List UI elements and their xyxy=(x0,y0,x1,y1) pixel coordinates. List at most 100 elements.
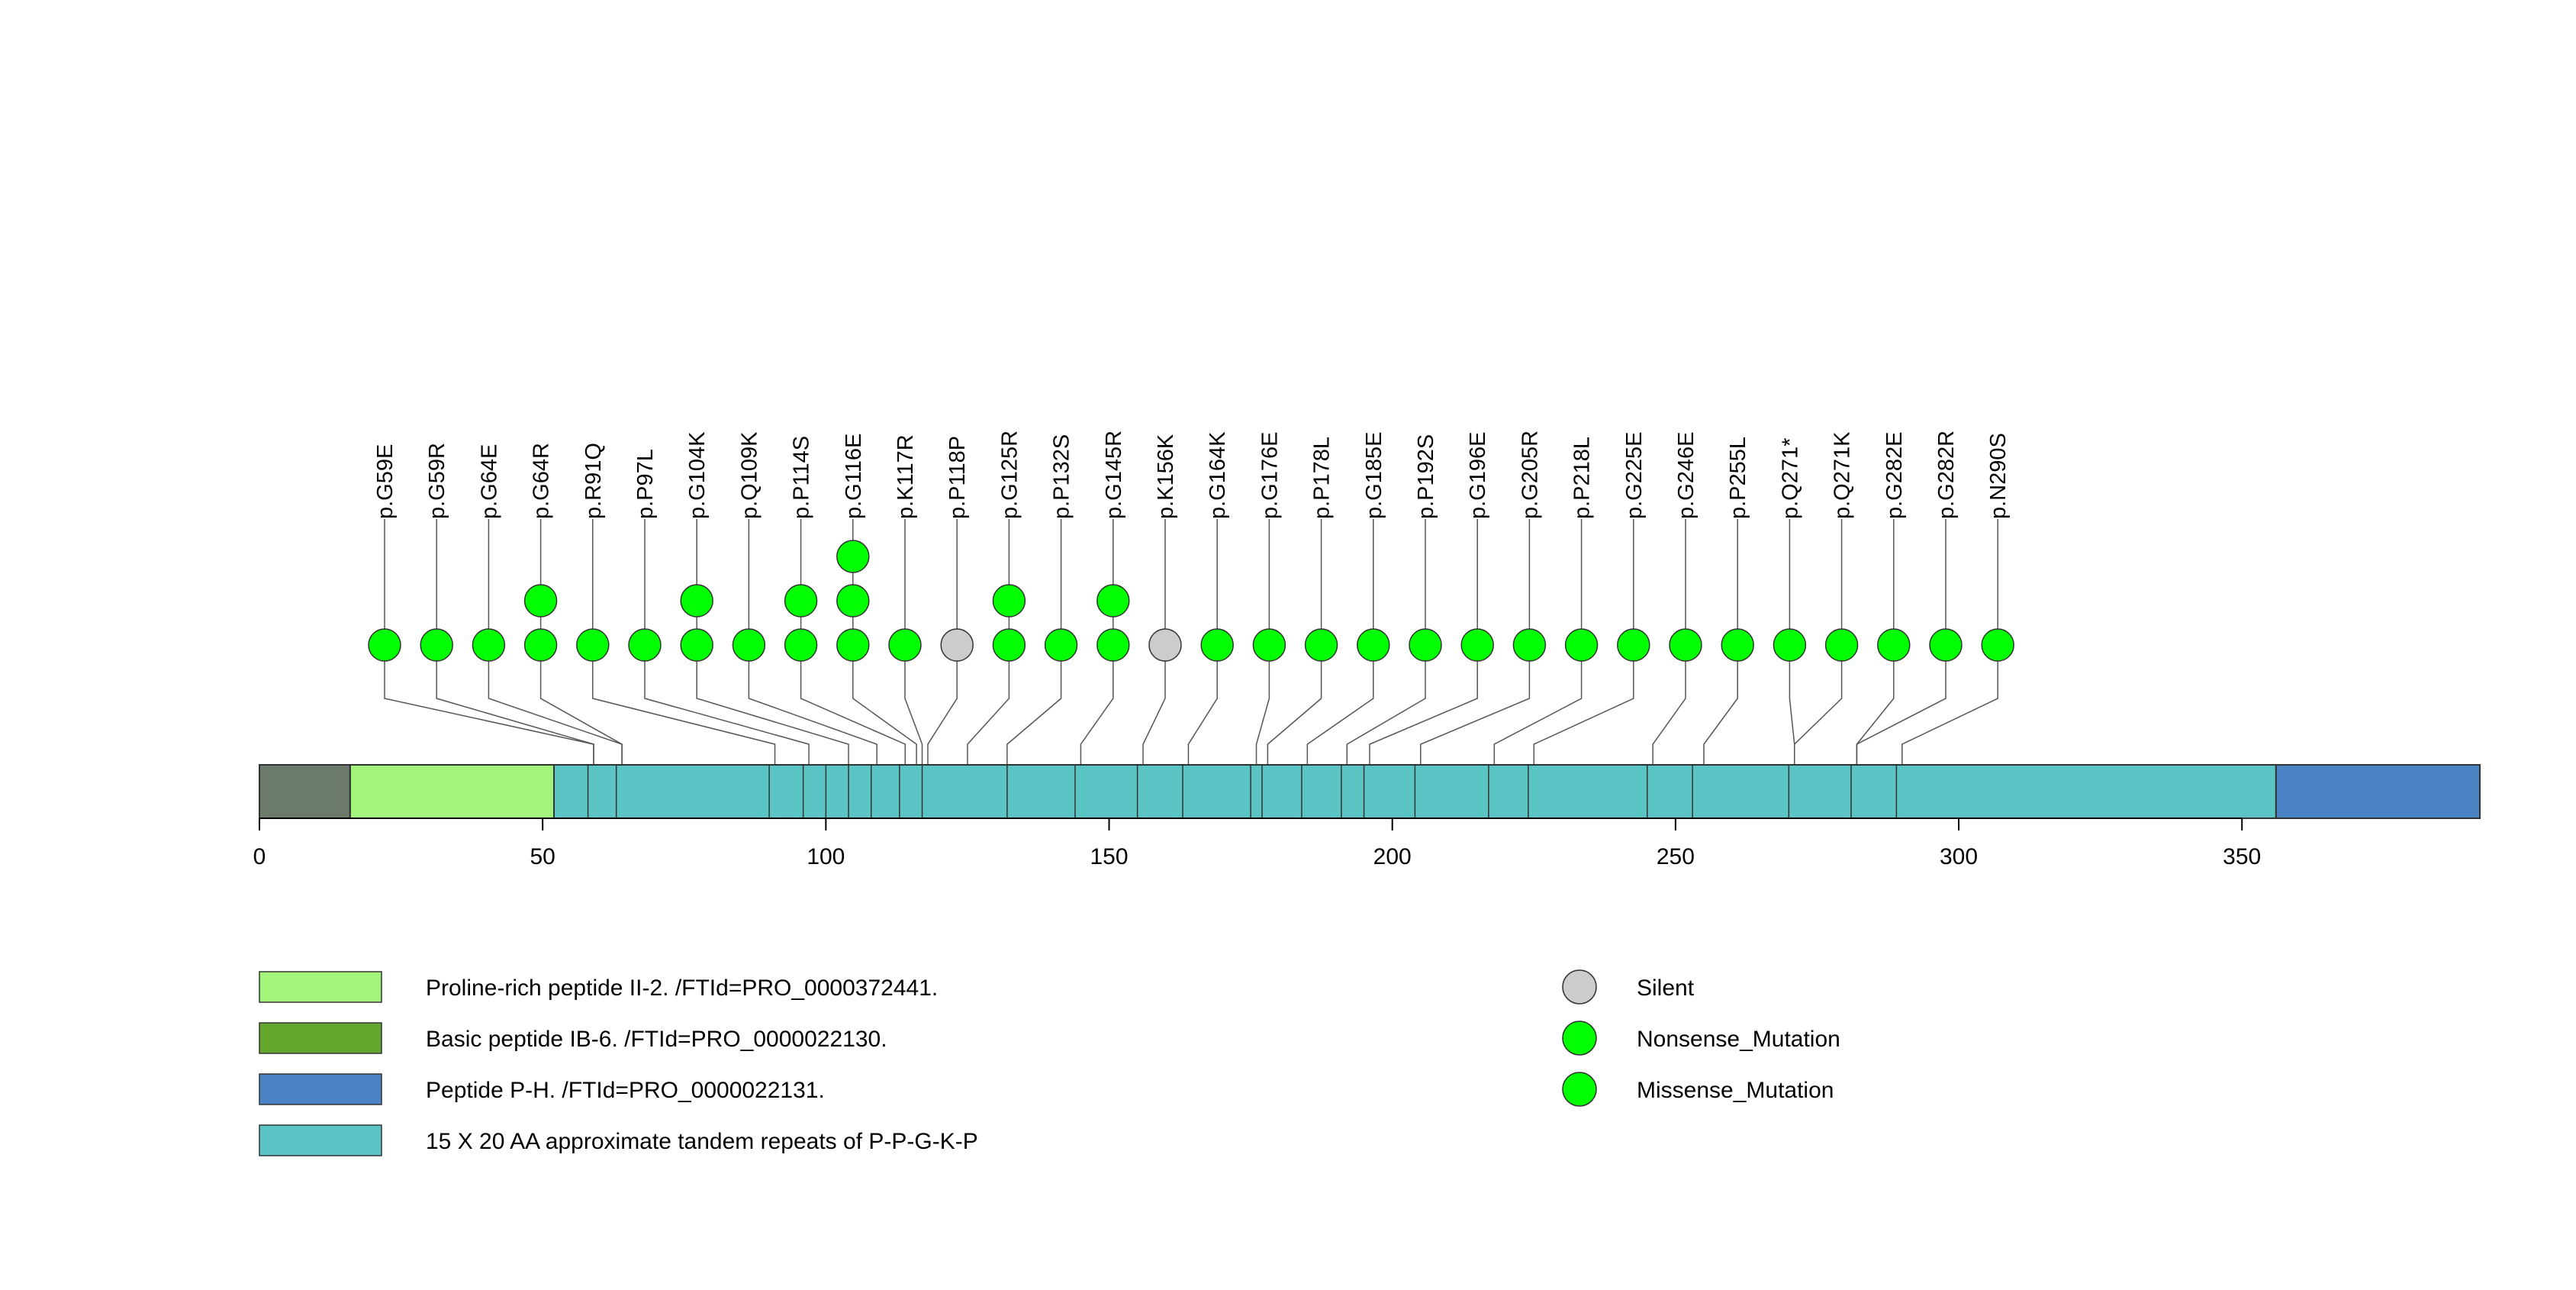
mutation-legend-dot xyxy=(1562,1021,1597,1056)
mutation-label: p.Q271K xyxy=(1831,431,1855,519)
mutation-dot xyxy=(992,628,1026,662)
mutation-dot xyxy=(888,628,922,662)
mutation-label: p.P178L xyxy=(1310,437,1335,519)
mutation-label: p.P118P xyxy=(945,436,970,519)
mutation-label: p.G282R xyxy=(1934,431,1959,519)
mutation-connector xyxy=(852,645,917,765)
mutation-dot xyxy=(1096,628,1130,662)
domain-block-0 xyxy=(349,764,555,819)
mutation-connector xyxy=(644,645,810,765)
domain-legend-swatch xyxy=(259,1022,382,1054)
mutation-connector xyxy=(696,645,849,765)
mutation-label: p.G205R xyxy=(1518,431,1542,519)
mutation-label: p.G116E xyxy=(842,434,866,519)
domain-legend-label: 15 X 20 AA approximate tandem repeats of… xyxy=(426,1129,978,1154)
mutation-connector xyxy=(1533,645,1634,765)
mutation-lollipops xyxy=(368,540,2014,662)
mutation-dot xyxy=(1824,628,1859,662)
mutation-connector xyxy=(1856,645,1946,765)
mutation-label: p.P192S xyxy=(1414,434,1438,519)
mutation-dot xyxy=(680,584,713,618)
mutation-dot xyxy=(523,584,558,618)
mutation-dot xyxy=(1929,628,1963,662)
mutation-dot xyxy=(1721,628,1754,662)
axis-tick-label: 100 xyxy=(807,844,845,869)
mutation-dot xyxy=(836,540,870,573)
mutation-label: p.G64E xyxy=(477,444,501,519)
domain-legend-label: Peptide P-H. /FTId=PRO_0000022131. xyxy=(426,1078,825,1103)
mutation-connector xyxy=(904,645,923,765)
mutation-dot xyxy=(940,628,974,662)
mutation-dot xyxy=(836,628,870,662)
mutation-label: p.P97L xyxy=(633,449,658,519)
axis-tick-label: 200 xyxy=(1373,844,1412,869)
mutation-legend-dot xyxy=(1562,969,1597,1005)
mutation-dot xyxy=(784,628,818,662)
x-axis: 0 50 100 150 200 250 300 350 xyxy=(253,818,2261,869)
mutation-connector xyxy=(488,645,623,765)
axis-tick-label: 0 xyxy=(253,844,266,869)
mutation-connector xyxy=(1901,645,1998,765)
mutation-connector xyxy=(539,645,623,765)
mutation-connector xyxy=(1652,645,1686,765)
mutation-dot xyxy=(1044,628,1078,662)
mutation-dot xyxy=(576,628,610,662)
domain-legend-swatch xyxy=(259,971,382,1003)
mutation-dot xyxy=(1252,628,1286,662)
mutation-label: p.G104K xyxy=(685,431,710,519)
mutation-label: p.G246E xyxy=(1674,432,1699,519)
mutation-label: p.G125R xyxy=(997,431,1022,519)
connector-lines xyxy=(384,519,1998,765)
mutation-dot xyxy=(1409,628,1442,662)
mutation-label: p.P218L xyxy=(1570,437,1595,519)
mutation-label: p.G282E xyxy=(1882,432,1907,519)
mutation-dot xyxy=(1512,628,1547,662)
mutation-label: p.G145R xyxy=(1102,431,1126,519)
mutation-label: p.Q271* xyxy=(1778,438,1802,519)
mutation-label: p.P114S xyxy=(790,436,814,519)
axis-tick-label: 300 xyxy=(1940,844,1978,869)
mutation-label: p.G59E xyxy=(373,444,398,519)
mutation-connector xyxy=(1267,645,1322,765)
mutation-label: p.G185E xyxy=(1362,432,1386,519)
mutation-dot xyxy=(1148,628,1182,662)
mutation-label: p.K117R xyxy=(894,434,918,519)
mutation-labels: p.G59E p.G59R p.G64E p.G64R p.R91Q p.P97L p.G1… xyxy=(373,431,2011,519)
mutation-dot xyxy=(1460,628,1494,662)
axis-tick-label: 150 xyxy=(1090,844,1128,869)
mutation-label: p.R91Q xyxy=(581,443,606,519)
mutation-connector xyxy=(1789,645,1795,765)
mutation-label: p.G164K xyxy=(1206,431,1230,519)
domain-legend-swatch xyxy=(259,1124,382,1156)
mutation-connector xyxy=(436,645,594,765)
mutation-label: p.Q109K xyxy=(737,431,762,519)
mutation-connector xyxy=(1142,645,1166,765)
mutation-label: p.G59R xyxy=(425,443,449,519)
mutation-dot xyxy=(1773,628,1807,662)
mutation-label: p.G196E xyxy=(1466,432,1490,519)
mutation-connector xyxy=(1346,645,1426,765)
domain-legend-swatch xyxy=(259,1073,382,1105)
axis-tick-label: 250 xyxy=(1657,844,1695,869)
mutation-connector xyxy=(1420,645,1531,765)
mutation-connector xyxy=(1703,645,1738,765)
mutation-dot xyxy=(1564,628,1599,662)
domain-legend-label: Proline-rich peptide II-2. /FTId=PRO_000… xyxy=(426,976,938,1001)
mutation-dot xyxy=(368,628,401,662)
mutation-dot xyxy=(420,628,453,662)
mutation-connector xyxy=(1006,645,1062,765)
mutation-label: p.G64R xyxy=(530,443,554,519)
mutation-connector xyxy=(1080,645,1114,765)
mutation-legend-label: Silent xyxy=(1637,976,1695,1001)
mutation-dot xyxy=(1617,628,1650,662)
mutation-label: p.P255L xyxy=(1726,437,1750,519)
mutation-dot xyxy=(1669,628,1702,662)
mutation-dot xyxy=(1981,628,2014,662)
mutation-connector xyxy=(1794,645,1843,765)
mutation-connector xyxy=(1187,645,1218,765)
axis-tick-label: 50 xyxy=(530,844,555,869)
mutation-dot xyxy=(523,628,558,662)
mutation-dot xyxy=(732,628,766,662)
mutation-label: p.P132S xyxy=(1050,434,1074,519)
